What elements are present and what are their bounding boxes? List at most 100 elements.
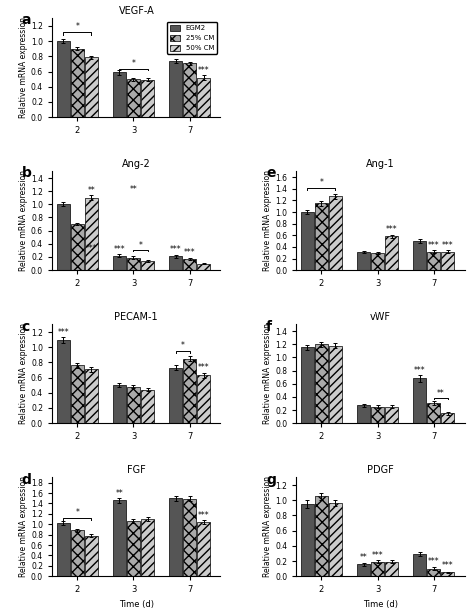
Bar xyxy=(427,403,440,423)
Bar xyxy=(127,387,140,423)
Bar xyxy=(113,72,126,117)
Text: a: a xyxy=(22,13,31,28)
Title: FGF: FGF xyxy=(127,465,146,475)
Text: b: b xyxy=(22,167,32,180)
Text: ***: *** xyxy=(198,511,210,520)
Title: vWF: vWF xyxy=(370,312,391,322)
Bar xyxy=(183,259,196,270)
Text: ***: *** xyxy=(442,241,454,250)
Bar xyxy=(329,503,342,576)
Text: d: d xyxy=(22,473,32,487)
Bar xyxy=(113,256,126,270)
Bar xyxy=(141,519,154,576)
Y-axis label: Relative mRNA expression: Relative mRNA expression xyxy=(263,323,272,424)
Bar xyxy=(141,80,154,117)
Title: Ang-1: Ang-1 xyxy=(366,159,395,169)
Bar xyxy=(57,204,70,270)
Bar xyxy=(371,562,384,576)
Bar xyxy=(315,497,328,576)
Title: PECAM-1: PECAM-1 xyxy=(115,312,158,322)
Bar xyxy=(71,365,84,423)
Bar xyxy=(385,237,398,270)
Text: **: ** xyxy=(360,553,367,562)
Text: ***: *** xyxy=(428,557,439,566)
Bar xyxy=(183,499,196,576)
Bar xyxy=(169,368,182,423)
X-axis label: Time (d): Time (d) xyxy=(363,600,398,609)
Bar xyxy=(315,345,328,423)
Text: ***: *** xyxy=(198,66,210,75)
Y-axis label: Relative mRNA expression: Relative mRNA expression xyxy=(19,323,28,424)
Bar xyxy=(71,49,84,117)
Text: *: * xyxy=(75,22,79,31)
Bar xyxy=(57,41,70,117)
Bar xyxy=(413,554,426,576)
Bar xyxy=(357,252,370,270)
Text: ***: *** xyxy=(57,327,69,337)
Text: f: f xyxy=(266,319,272,333)
Bar xyxy=(301,348,314,423)
Text: ***: *** xyxy=(372,550,383,560)
Y-axis label: Relative mRNA expression: Relative mRNA expression xyxy=(19,476,28,577)
Bar xyxy=(427,569,440,576)
Title: VEGF-A: VEGF-A xyxy=(118,6,154,16)
Bar xyxy=(441,251,454,270)
Bar xyxy=(85,57,98,117)
Bar xyxy=(57,340,70,423)
Text: e: e xyxy=(266,167,275,180)
Bar xyxy=(169,256,182,270)
Text: g: g xyxy=(266,473,276,487)
Bar xyxy=(385,562,398,576)
Bar xyxy=(197,78,210,117)
Bar xyxy=(315,204,328,270)
Text: ***: *** xyxy=(170,245,182,254)
Bar xyxy=(113,385,126,423)
Bar xyxy=(301,504,314,576)
Text: **: ** xyxy=(116,489,123,498)
Bar xyxy=(357,405,370,423)
Bar xyxy=(127,79,140,117)
Bar xyxy=(57,524,70,576)
Bar xyxy=(371,407,384,423)
Text: *: * xyxy=(132,59,136,68)
Bar xyxy=(413,241,426,270)
Text: ***: *** xyxy=(184,248,195,257)
Text: ***: *** xyxy=(114,245,125,254)
Bar xyxy=(85,198,98,270)
Bar xyxy=(441,413,454,423)
Text: **: ** xyxy=(437,389,445,398)
Bar xyxy=(127,521,140,576)
Bar xyxy=(441,573,454,576)
Title: PDGF: PDGF xyxy=(367,465,394,475)
Bar xyxy=(183,63,196,117)
Text: ***: *** xyxy=(428,241,439,250)
Text: *: * xyxy=(319,178,323,187)
Text: ***: *** xyxy=(386,225,397,234)
Text: c: c xyxy=(22,319,30,333)
Bar xyxy=(197,264,210,270)
Y-axis label: Relative mRNA expression: Relative mRNA expression xyxy=(263,170,272,272)
Y-axis label: Relative mRNA expression: Relative mRNA expression xyxy=(263,476,272,577)
Bar xyxy=(85,536,98,576)
Bar xyxy=(413,378,426,423)
Text: *: * xyxy=(181,341,184,350)
Bar xyxy=(183,359,196,423)
Bar xyxy=(85,369,98,423)
Bar xyxy=(141,390,154,423)
Bar xyxy=(385,407,398,423)
Text: *: * xyxy=(75,508,79,517)
Text: ***: *** xyxy=(86,244,97,253)
Bar xyxy=(197,522,210,576)
Y-axis label: Relative mRNA expression: Relative mRNA expression xyxy=(19,170,28,272)
Bar xyxy=(141,261,154,270)
Legend: EGM2, 25% CM, 50% CM: EGM2, 25% CM, 50% CM xyxy=(167,22,217,54)
Bar xyxy=(127,257,140,270)
Y-axis label: Relative mRNA expression: Relative mRNA expression xyxy=(19,17,28,118)
Bar xyxy=(329,196,342,270)
Bar xyxy=(301,212,314,270)
Bar xyxy=(371,253,384,270)
Text: ***: *** xyxy=(442,561,454,570)
Bar xyxy=(427,251,440,270)
Bar xyxy=(329,346,342,423)
Text: ***: *** xyxy=(198,364,210,372)
